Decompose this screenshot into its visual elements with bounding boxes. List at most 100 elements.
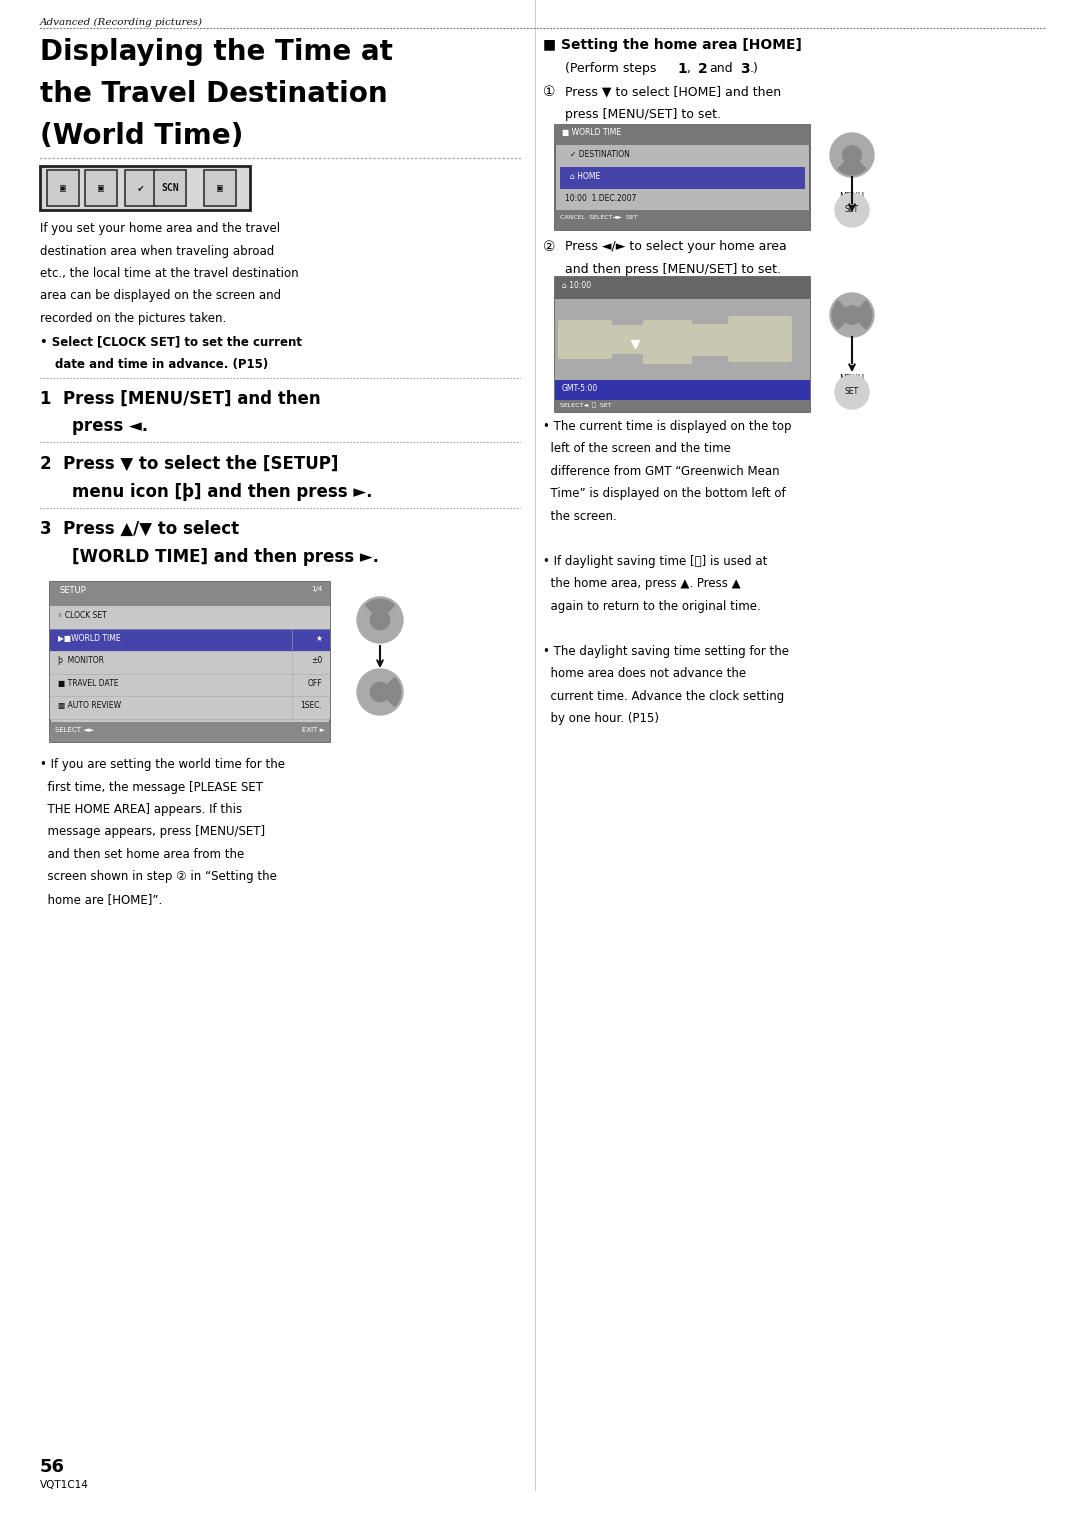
Text: left of the screen and the time: left of the screen and the time <box>543 442 731 456</box>
Text: recorded on the pictures taken.: recorded on the pictures taken. <box>40 312 226 324</box>
FancyBboxPatch shape <box>48 170 79 207</box>
Text: menu icon [þ] and then press ►.: menu icon [þ] and then press ►. <box>72 483 373 500</box>
Text: .): .) <box>750 63 759 75</box>
Text: ■ TRAVEL DATE: ■ TRAVEL DATE <box>58 678 119 687</box>
Text: 10:00  1.DEC.2007: 10:00 1.DEC.2007 <box>565 194 636 203</box>
Text: ▶■WORLD TIME: ▶■WORLD TIME <box>58 633 121 643</box>
FancyBboxPatch shape <box>50 722 330 742</box>
Text: SET: SET <box>845 387 859 396</box>
Text: SETUP: SETUP <box>60 586 86 595</box>
FancyBboxPatch shape <box>555 277 810 412</box>
Text: etc., the local time at the travel destination: etc., the local time at the travel desti… <box>40 268 299 280</box>
Text: SELECT ◄►: SELECT ◄► <box>55 727 94 733</box>
Text: the home area, press ▲. Press ▲: the home area, press ▲. Press ▲ <box>543 577 741 591</box>
FancyBboxPatch shape <box>50 581 330 606</box>
FancyBboxPatch shape <box>643 320 692 364</box>
Circle shape <box>835 193 869 226</box>
Polygon shape <box>838 155 866 174</box>
Text: and then set home area from the: and then set home area from the <box>40 848 244 861</box>
Text: ▣: ▣ <box>60 184 66 193</box>
Text: first time, the message [PLEASE SET: first time, the message [PLEASE SET <box>40 780 264 794</box>
Text: screen shown in step ② in “Setting the: screen shown in step ② in “Setting the <box>40 871 276 883</box>
Text: CANCEL  SELECT◄►  SET: CANCEL SELECT◄► SET <box>561 216 637 220</box>
Circle shape <box>835 375 869 409</box>
Polygon shape <box>365 600 394 620</box>
FancyBboxPatch shape <box>555 298 810 382</box>
Circle shape <box>357 669 403 715</box>
FancyBboxPatch shape <box>558 320 612 360</box>
Text: date and time in advance. (P15): date and time in advance. (P15) <box>55 358 268 370</box>
Circle shape <box>831 294 874 337</box>
FancyBboxPatch shape <box>50 696 330 719</box>
Text: by one hour. (P15): by one hour. (P15) <box>543 713 659 725</box>
Text: MENU: MENU <box>839 191 864 200</box>
Text: 1: 1 <box>677 63 687 76</box>
Text: ±0: ±0 <box>311 656 322 666</box>
Text: ▩ AUTO REVIEW: ▩ AUTO REVIEW <box>58 701 121 710</box>
Text: ✓ DESTINATION: ✓ DESTINATION <box>570 150 630 159</box>
Polygon shape <box>852 301 872 329</box>
FancyBboxPatch shape <box>555 399 810 412</box>
FancyBboxPatch shape <box>50 581 330 742</box>
Text: 3  Press ▲/▼ to select: 3 Press ▲/▼ to select <box>40 520 239 539</box>
FancyBboxPatch shape <box>555 379 810 402</box>
Polygon shape <box>380 678 401 707</box>
Text: • Select [CLOCK SET] to set the current: • Select [CLOCK SET] to set the current <box>40 335 302 347</box>
Text: þ  MONITOR: þ MONITOR <box>58 656 104 666</box>
FancyBboxPatch shape <box>555 125 810 230</box>
FancyBboxPatch shape <box>50 650 330 673</box>
Text: ◦ CLOCK SET: ◦ CLOCK SET <box>58 610 107 620</box>
Text: destination area when traveling abroad: destination area when traveling abroad <box>40 245 274 257</box>
FancyBboxPatch shape <box>204 170 237 207</box>
Text: difference from GMT “Greenwich Mean: difference from GMT “Greenwich Mean <box>543 465 780 477</box>
Text: home are [HOME]”.: home are [HOME]”. <box>40 894 162 906</box>
Text: ▣: ▣ <box>98 184 104 193</box>
Text: ,: , <box>687 63 691 75</box>
Text: OFF: OFF <box>308 678 322 687</box>
Text: press ◄.: press ◄. <box>72 418 148 435</box>
Circle shape <box>370 682 390 702</box>
FancyBboxPatch shape <box>50 606 330 629</box>
Text: and then press [MENU/SET] to set.: and then press [MENU/SET] to set. <box>565 263 781 275</box>
Text: 1  Press [MENU/SET] and then: 1 Press [MENU/SET] and then <box>40 390 321 409</box>
Polygon shape <box>833 301 852 329</box>
Text: and: and <box>708 63 732 75</box>
Text: SET: SET <box>845 205 859 214</box>
Text: THE HOME AREA] appears. If this: THE HOME AREA] appears. If this <box>40 803 242 815</box>
Text: 1SEC.: 1SEC. <box>300 701 322 710</box>
Circle shape <box>831 133 874 177</box>
Text: If you set your home area and the travel: If you set your home area and the travel <box>40 222 280 236</box>
Text: EXIT ►: EXIT ► <box>302 727 325 733</box>
Text: GMT-5:00: GMT-5:00 <box>562 384 598 393</box>
Text: MENU: MENU <box>839 373 864 382</box>
Text: home area does not advance the: home area does not advance the <box>543 667 746 681</box>
FancyBboxPatch shape <box>555 277 810 298</box>
FancyBboxPatch shape <box>50 629 330 650</box>
FancyBboxPatch shape <box>154 170 186 207</box>
Text: ⌂ HOME: ⌂ HOME <box>570 171 600 181</box>
FancyBboxPatch shape <box>50 673 330 696</box>
Text: • The current time is displayed on the top: • The current time is displayed on the t… <box>543 421 792 433</box>
Text: 1/4: 1/4 <box>311 586 322 592</box>
Text: Time” is displayed on the bottom left of: Time” is displayed on the bottom left of <box>543 488 785 500</box>
Text: current time. Advance the clock setting: current time. Advance the clock setting <box>543 690 784 702</box>
Text: SELECT◄  Ⓣ  SET: SELECT◄ Ⓣ SET <box>561 402 611 407</box>
FancyBboxPatch shape <box>40 165 249 210</box>
Circle shape <box>842 306 861 324</box>
FancyBboxPatch shape <box>555 210 810 230</box>
Circle shape <box>842 145 861 164</box>
Circle shape <box>357 597 403 643</box>
Text: ①: ① <box>543 86 555 99</box>
Text: SCN: SCN <box>161 184 179 193</box>
Text: the Travel Destination: the Travel Destination <box>40 80 388 109</box>
FancyBboxPatch shape <box>555 125 810 145</box>
FancyBboxPatch shape <box>728 317 792 363</box>
Text: ■ Setting the home area [HOME]: ■ Setting the home area [HOME] <box>543 38 801 52</box>
Text: [WORLD TIME] and then press ►.: [WORLD TIME] and then press ►. <box>72 548 379 566</box>
Text: again to return to the original time.: again to return to the original time. <box>543 600 760 614</box>
Text: ✔: ✔ <box>138 184 144 193</box>
Text: ★: ★ <box>315 633 322 643</box>
Text: • The daylight saving time setting for the: • The daylight saving time setting for t… <box>543 646 789 658</box>
Text: 2  Press ▼ to select the [SETUP]: 2 Press ▼ to select the [SETUP] <box>40 454 338 473</box>
Text: ⌂ 10:00: ⌂ 10:00 <box>562 282 591 291</box>
